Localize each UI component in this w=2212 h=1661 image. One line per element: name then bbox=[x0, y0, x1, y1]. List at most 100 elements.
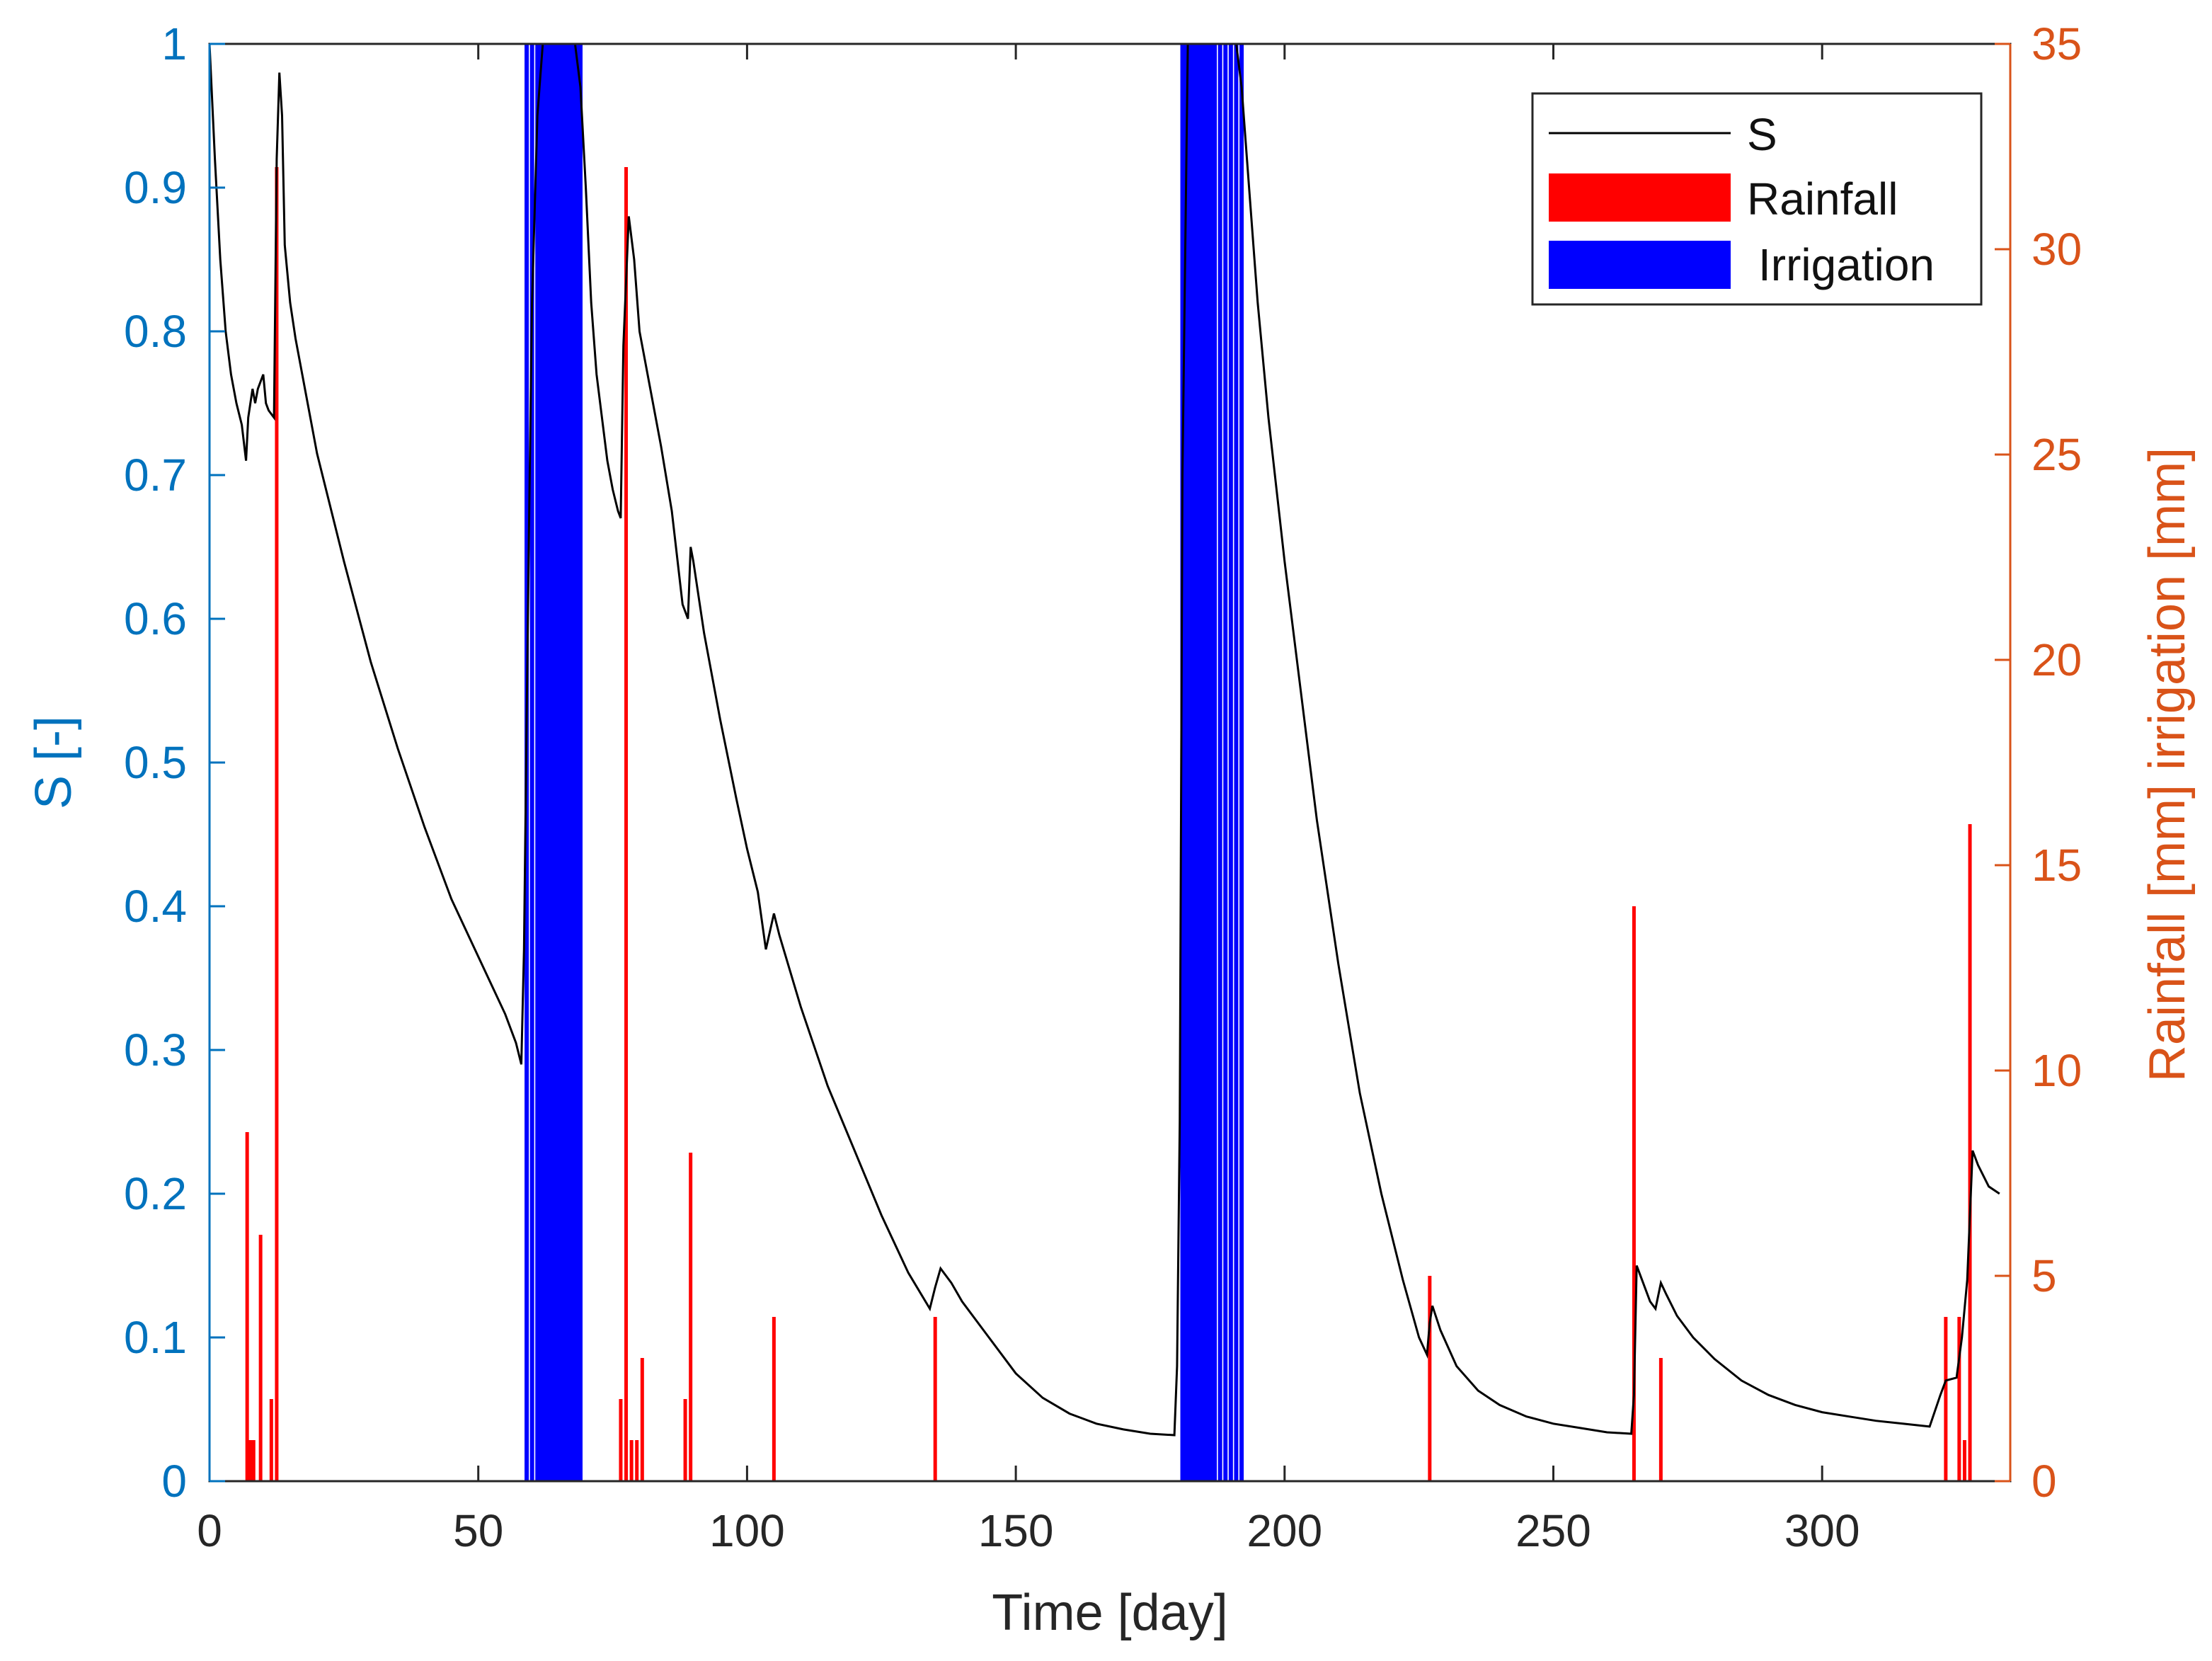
irrigation-bar bbox=[578, 44, 583, 1481]
irrigation-bar bbox=[1204, 44, 1209, 1481]
left-y-tick-label: 0.6 bbox=[124, 593, 187, 644]
rainfall-bar bbox=[1658, 1358, 1663, 1481]
irrigation-bar bbox=[1234, 44, 1239, 1481]
irrigation-bar bbox=[575, 44, 580, 1481]
irrigation-bar bbox=[1210, 44, 1215, 1481]
left-y-tick-label: 1 bbox=[161, 18, 187, 69]
rainfall-bar bbox=[1944, 1317, 1948, 1481]
irrigation-bar bbox=[1183, 44, 1188, 1481]
x-tick-label: 200 bbox=[1247, 1505, 1322, 1556]
irrigation-bar bbox=[540, 44, 545, 1481]
rainfall-bar bbox=[248, 1440, 253, 1481]
rainfall-bar bbox=[1962, 1440, 1966, 1481]
irrigation-bar bbox=[543, 44, 548, 1481]
right-y-tick-label: 0 bbox=[2032, 1456, 2057, 1507]
irrigation-bar bbox=[1186, 44, 1191, 1481]
left-y-tick-label: 0.5 bbox=[124, 737, 187, 788]
rainfall-bar bbox=[258, 1235, 263, 1481]
irrigation-bar bbox=[1207, 44, 1212, 1481]
legend-swatch-rainfall bbox=[1549, 173, 1731, 222]
irrigation-bar bbox=[567, 44, 572, 1481]
x-tick-label: 100 bbox=[709, 1505, 785, 1556]
left-y-tick-label: 0.4 bbox=[124, 881, 187, 932]
irrigation-bar bbox=[1180, 44, 1185, 1481]
irrigation-bar bbox=[565, 44, 570, 1481]
left-y-tick-label: 0.7 bbox=[124, 450, 187, 501]
irrigation-bar bbox=[559, 44, 564, 1481]
x-tick-label: 0 bbox=[197, 1505, 222, 1556]
legend-label-s: S bbox=[1747, 109, 1777, 160]
irrigation-bar bbox=[1223, 44, 1228, 1481]
irrigation-bar bbox=[1201, 44, 1206, 1481]
irrigation-bar bbox=[549, 44, 554, 1481]
irrigation-bar bbox=[1193, 44, 1198, 1481]
right-y-tick-label: 15 bbox=[2032, 840, 2082, 891]
rainfall-bar bbox=[245, 1132, 249, 1481]
rainfall-bar bbox=[275, 167, 279, 1481]
s-series-line bbox=[208, 42, 2000, 1437]
irrigation-bar bbox=[554, 44, 558, 1481]
irrigation-bar bbox=[538, 44, 543, 1481]
x-tick-label: 150 bbox=[978, 1505, 1054, 1556]
irrigation-bar bbox=[546, 44, 551, 1481]
x-axis-title: Time [day] bbox=[992, 1585, 1227, 1641]
x-tick-label: 250 bbox=[1515, 1505, 1591, 1556]
irrigation-bar bbox=[570, 44, 575, 1481]
irrigation-bar bbox=[551, 44, 556, 1481]
legend-swatch-irrigation bbox=[1549, 241, 1731, 289]
rainfall-bar bbox=[683, 1399, 687, 1481]
legend-label-rainfall: Rainfall bbox=[1747, 173, 1898, 224]
rainfall-bar bbox=[1968, 824, 1972, 1481]
irrigation-bar bbox=[1239, 44, 1244, 1481]
irrigation-bar bbox=[529, 44, 534, 1481]
rainfall-bar bbox=[1957, 1317, 1961, 1481]
irrigation-bar bbox=[562, 44, 567, 1481]
right-y-tick-label: 35 bbox=[2032, 18, 2082, 69]
irrigation-bar bbox=[556, 44, 561, 1481]
left-y-tick-label: 0 bbox=[161, 1456, 187, 1507]
left-y-tick-label: 0.3 bbox=[124, 1024, 187, 1075]
rainfall-bar bbox=[635, 1440, 639, 1481]
left-y-tick-label: 0.1 bbox=[124, 1312, 187, 1363]
rainfall-bar bbox=[933, 1317, 937, 1481]
irrigation-bar bbox=[1217, 44, 1222, 1481]
rainfall-bar bbox=[640, 1358, 644, 1481]
irrigation-bar bbox=[1196, 44, 1201, 1481]
right-y-tick-label: 10 bbox=[2032, 1045, 2082, 1096]
irrigation-bar bbox=[535, 44, 540, 1481]
irrigation-bar bbox=[1191, 44, 1196, 1481]
left-y-axis-title: S [-] bbox=[25, 716, 82, 809]
x-tick-label: 50 bbox=[453, 1505, 503, 1556]
x-tick-label: 300 bbox=[1784, 1505, 1860, 1556]
rainfall-bar bbox=[1632, 906, 1636, 1481]
irrigation-bar bbox=[1199, 44, 1204, 1481]
irrigation-bar bbox=[1213, 44, 1217, 1481]
right-y-tick-label: 20 bbox=[2032, 634, 2082, 685]
irrigation-bar bbox=[1188, 44, 1193, 1481]
right-y-axis-title: Rainfall [mm] irrigation [mm] bbox=[2139, 447, 2196, 1082]
left-y-axis-ticks: 0 0.1 0.2 0.3 0.4 0.5 0.6 0.7 0.8 0.9 1 bbox=[124, 18, 225, 1507]
left-y-tick-label: 0.2 bbox=[124, 1168, 187, 1219]
right-y-axis-ticks: 0 5 10 15 20 25 30 35 bbox=[1995, 18, 2082, 1507]
rainfall-bar bbox=[1428, 1276, 1432, 1481]
rainfall-bar bbox=[269, 1399, 273, 1481]
rainfall-series bbox=[245, 167, 1972, 1481]
rainfall-bar bbox=[772, 1317, 776, 1481]
irrigation-series bbox=[525, 44, 1244, 1481]
right-y-tick-label: 5 bbox=[2032, 1250, 2057, 1301]
rainfall-bar bbox=[251, 1440, 256, 1481]
right-y-tick-label: 30 bbox=[2032, 224, 2082, 275]
rainfall-bar bbox=[624, 167, 629, 1481]
rainfall-bar bbox=[689, 1153, 693, 1481]
left-y-tick-label: 0.9 bbox=[124, 162, 187, 213]
legend-label-irrigation: Irrigation bbox=[1758, 239, 1935, 290]
irrigation-bar bbox=[573, 44, 578, 1481]
rainfall-bar bbox=[629, 1440, 634, 1481]
x-axis-ticks: 0 50 100 150 200 250 300 bbox=[197, 44, 1860, 1556]
legend: S Rainfall Irrigation bbox=[1531, 92, 1983, 306]
irrigation-bar bbox=[1228, 44, 1233, 1481]
left-y-tick-label: 0.8 bbox=[124, 306, 187, 357]
rainfall-bar bbox=[619, 1399, 623, 1481]
right-y-tick-label: 25 bbox=[2032, 429, 2082, 480]
